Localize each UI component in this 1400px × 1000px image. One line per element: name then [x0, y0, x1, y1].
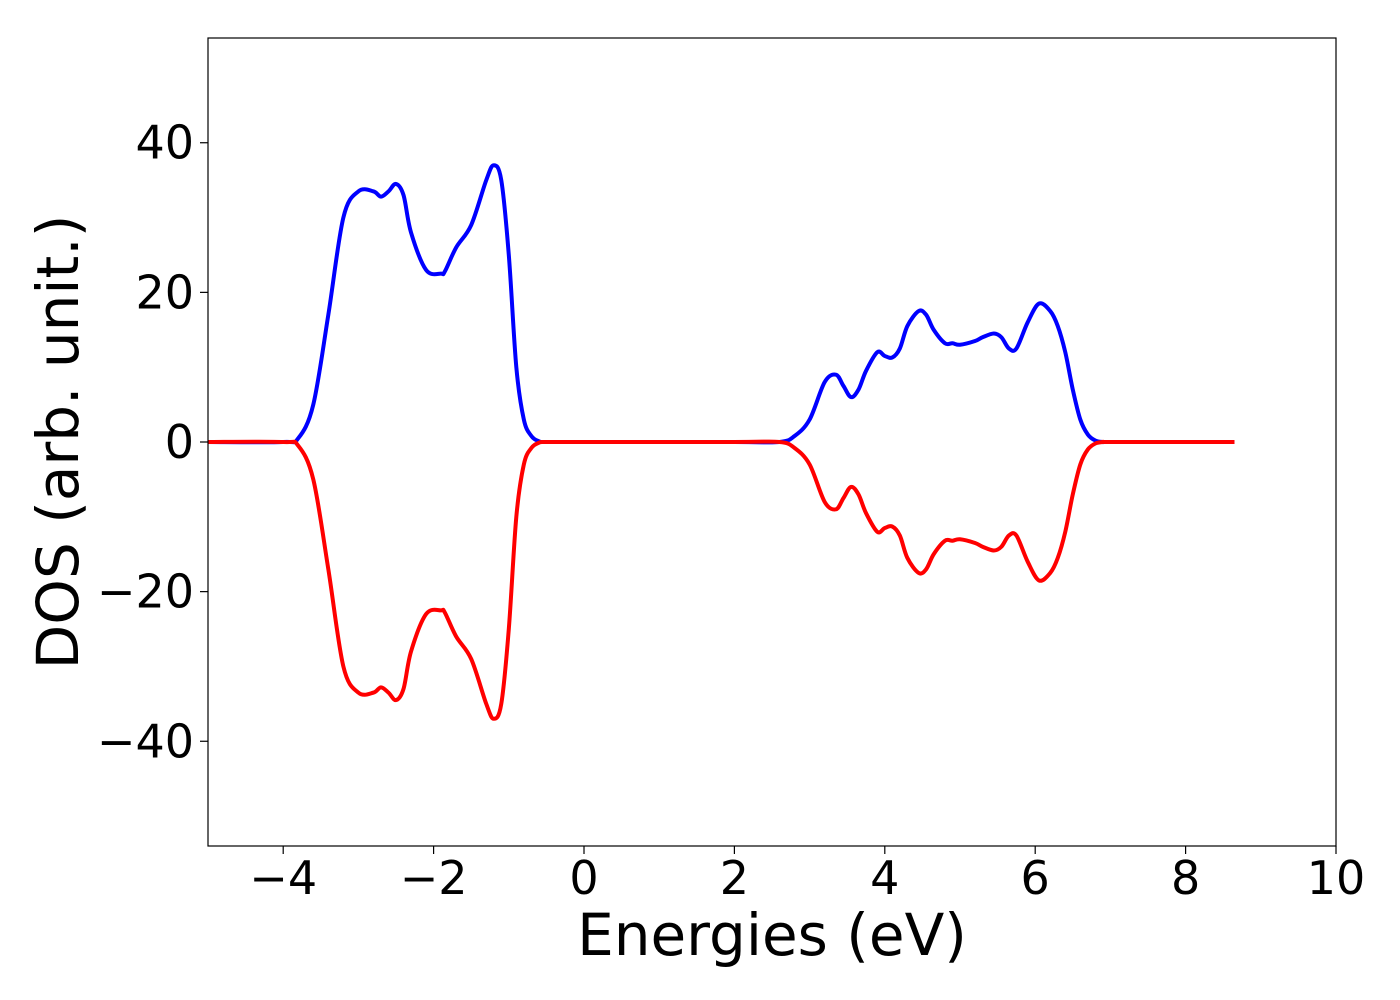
y-tick-label: 0	[165, 415, 194, 469]
y-tick-label: 20	[135, 265, 194, 319]
x-tick-label: 6	[1021, 851, 1050, 905]
series-line-1	[207, 163, 1235, 445]
x-tick-label: 4	[870, 851, 899, 905]
x-axis-ticks: −4 −2 0 2 4 6 8 10	[249, 846, 1365, 905]
y-axis-ticks: −40 −20 0 20 40	[97, 116, 208, 768]
series-line-2	[207, 439, 1235, 721]
x-tick-label: 8	[1171, 851, 1200, 905]
x-tick-label: 2	[720, 851, 749, 905]
y-tick-label: 40	[135, 116, 194, 170]
series-layer	[207, 163, 1235, 721]
x-tick-label: 10	[1307, 851, 1366, 905]
y-tick-label: −40	[97, 714, 194, 768]
x-axis-label: Energies (eV)	[577, 901, 967, 969]
x-tick-label: −2	[400, 851, 468, 905]
y-tick-label: −20	[97, 565, 194, 619]
x-tick-label: 0	[569, 851, 598, 905]
y-axis-label: DOS (arb. unit.)	[24, 215, 92, 670]
x-tick-label: −4	[249, 851, 317, 905]
